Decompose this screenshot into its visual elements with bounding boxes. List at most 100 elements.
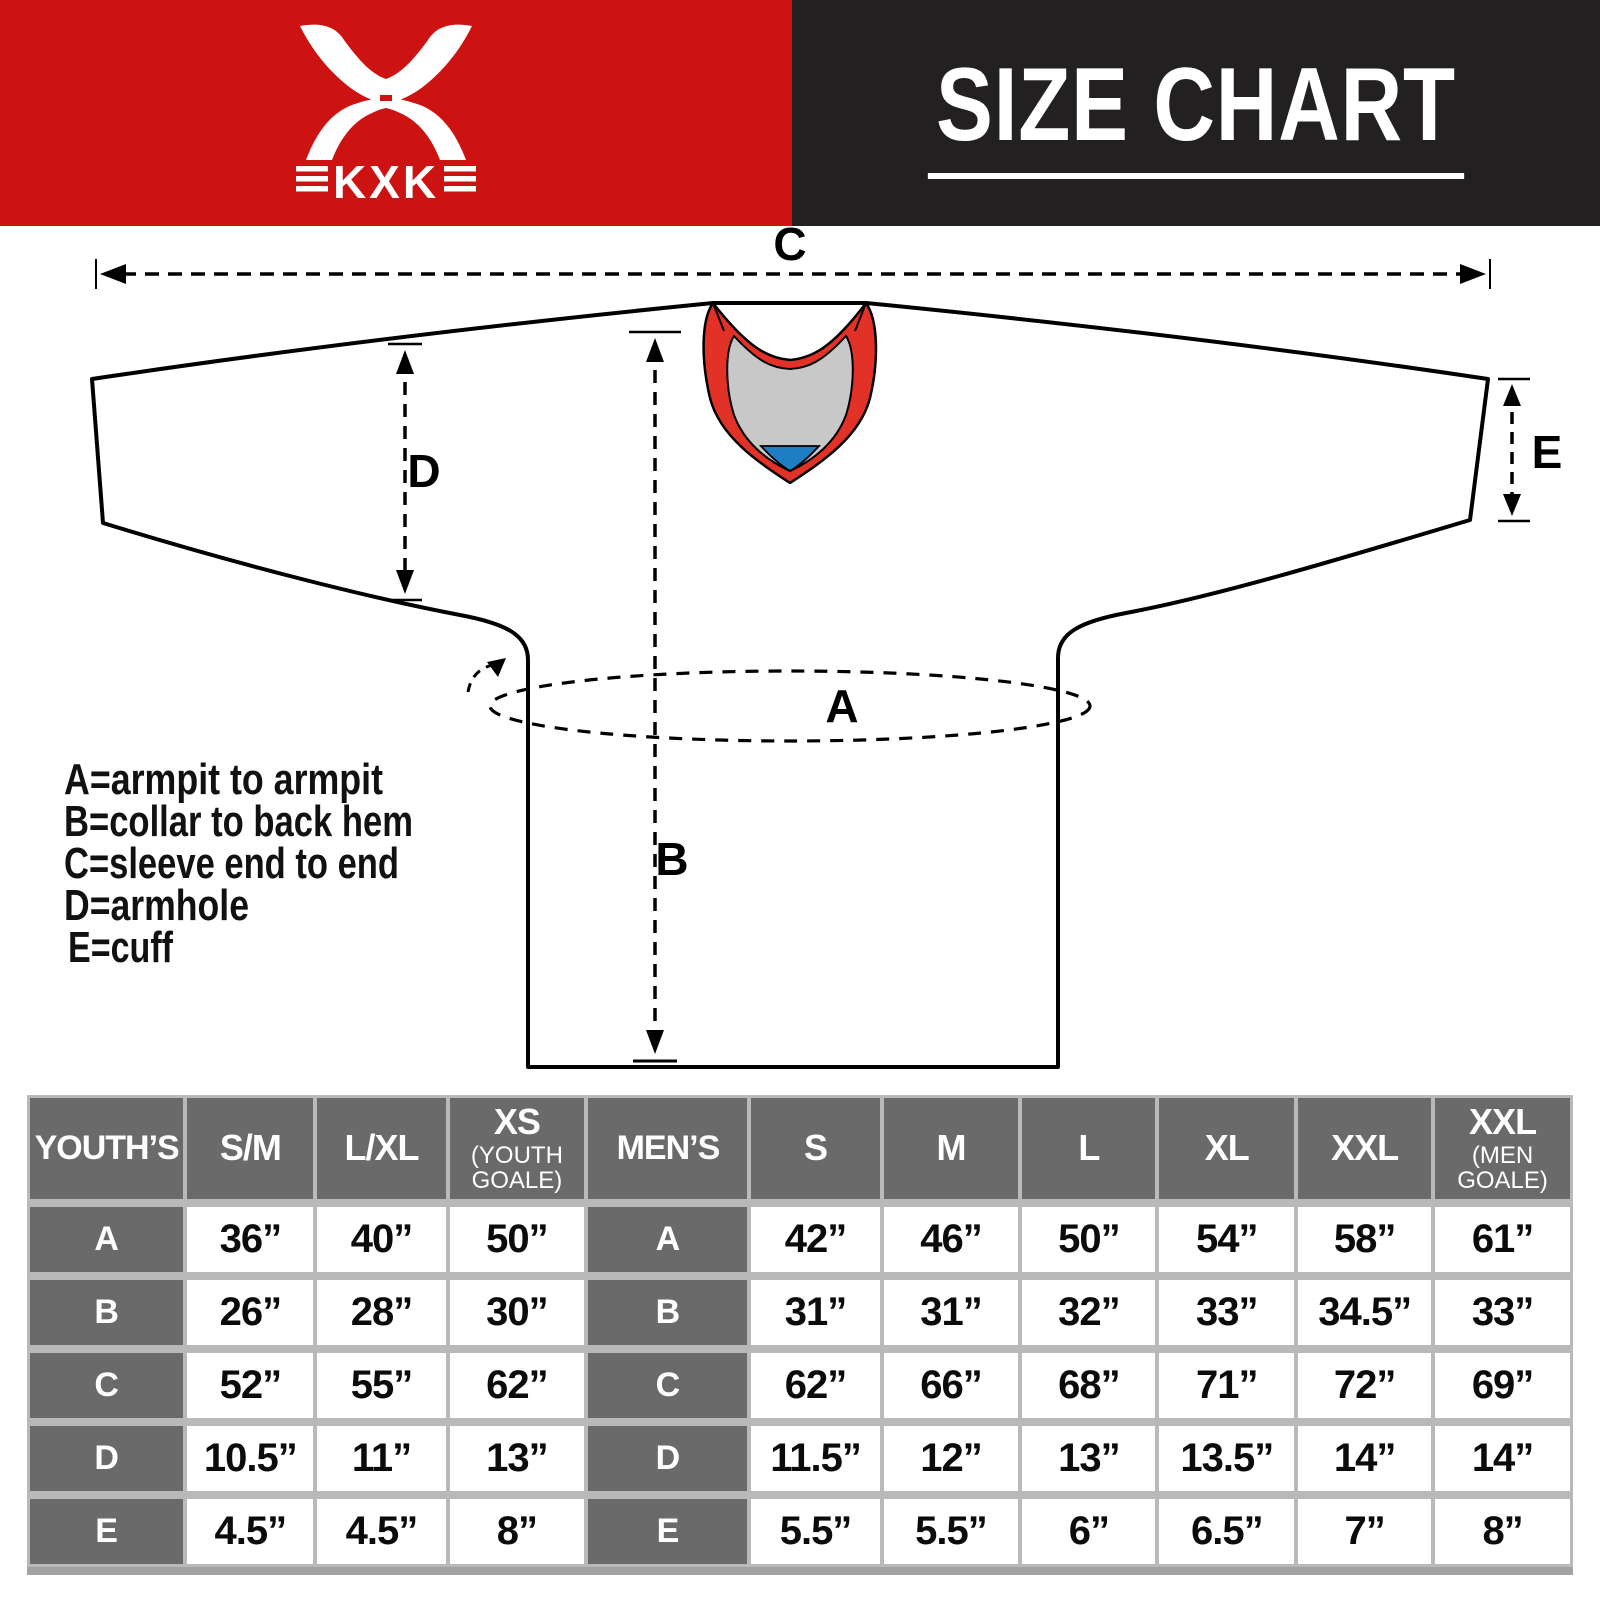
size-value-cell: 58”: [1298, 1207, 1432, 1272]
size-value-cell: 52”: [187, 1353, 314, 1418]
size-value-cell: 31”: [883, 1280, 1019, 1345]
men-col-m: M: [883, 1098, 1019, 1199]
size-value-cell: 34.5”: [1298, 1280, 1432, 1345]
size-value-cell: 31”: [751, 1280, 880, 1345]
size-value-cell: 12”: [883, 1426, 1019, 1491]
jersey-outline: [90, 301, 1490, 1069]
logo-bars-left-icon: [296, 166, 328, 192]
men-group-header: MEN’S: [588, 1098, 748, 1199]
size-value-cell: 11”: [317, 1426, 446, 1491]
size-value-cell: 7”: [1298, 1499, 1432, 1564]
measure-e-label: E: [1532, 426, 1563, 478]
page-title: SIZE CHART: [927, 47, 1465, 179]
youth-row-label: B: [30, 1280, 184, 1345]
size-value-cell: 62”: [449, 1353, 585, 1418]
kxk-logo-icon: KXK: [296, 24, 476, 208]
size-value-cell: 71”: [1159, 1353, 1295, 1418]
size-value-cell: 40”: [317, 1207, 446, 1272]
men-row-label: D: [588, 1426, 748, 1491]
size-value-cell: 6.5”: [1159, 1499, 1295, 1564]
collar-inner-gray: [726, 334, 854, 473]
legend-line-c: C=sleeve end to end: [64, 839, 399, 888]
size-value-cell: 62”: [751, 1353, 880, 1418]
youth-group-header: YOUTH’S: [30, 1098, 184, 1199]
size-value-cell: 30”: [449, 1280, 585, 1345]
men-row-label: E: [588, 1499, 748, 1564]
collar-seam-left: [712, 302, 725, 332]
measure-legend: A=armpit to armpit B=collar to back hem …: [64, 755, 413, 972]
measure-c-label: C: [773, 226, 806, 270]
youth-row-label: E: [30, 1499, 184, 1564]
measure-d-label: D: [407, 445, 440, 497]
size-value-cell: 13”: [1022, 1426, 1156, 1491]
size-value-cell: 66”: [883, 1353, 1019, 1418]
legend-line-b: B=collar to back hem: [64, 797, 413, 846]
measure-e-arrow: [1498, 377, 1530, 523]
size-value-cell: 5.5”: [751, 1499, 880, 1564]
size-value-cell: 32”: [1022, 1280, 1156, 1345]
logo-wordmark: KXK: [333, 156, 439, 208]
size-value-cell: 50”: [449, 1207, 585, 1272]
size-value-cell: 72”: [1298, 1353, 1432, 1418]
logo-x-top: [300, 24, 472, 104]
men-row-label: C: [588, 1353, 748, 1418]
men-col-s: S: [751, 1098, 880, 1199]
size-value-cell: 6”: [1022, 1499, 1156, 1564]
youth-col-xs-goalie: XS (YOUTH GOALE): [449, 1098, 585, 1199]
logo-bars-right-icon: [444, 166, 476, 192]
men-col-xxl: XXL: [1298, 1098, 1432, 1199]
brand-panel: KXK: [0, 0, 792, 226]
men-col-xl: XL: [1159, 1098, 1295, 1199]
youth-row-label: A: [30, 1207, 184, 1272]
legend-line-a: A=armpit to armpit: [64, 755, 383, 804]
size-value-cell: 36”: [187, 1207, 314, 1272]
measure-d-arrow: [388, 342, 422, 602]
banner: KXK SIZE CHART: [0, 0, 1600, 226]
collar-seam-right: [854, 302, 867, 332]
size-value-cell: 46”: [883, 1207, 1019, 1272]
size-value-cell: 28”: [317, 1280, 446, 1345]
size-value-cell: 11.5”: [751, 1426, 880, 1491]
youth-col-sm: S/M: [187, 1098, 314, 1199]
size-value-cell: 4.5”: [317, 1499, 446, 1564]
legend-line-d: D=armhole: [64, 881, 249, 930]
size-value-cell: 61”: [1435, 1207, 1570, 1272]
title-panel: SIZE CHART: [792, 0, 1600, 226]
size-value-cell: 68”: [1022, 1353, 1156, 1418]
men-row-label: B: [588, 1280, 748, 1345]
measure-b-label: B: [655, 833, 688, 885]
size-value-cell: 33”: [1159, 1280, 1295, 1345]
size-value-cell: 69”: [1435, 1353, 1570, 1418]
size-value-cell: 14”: [1298, 1426, 1432, 1491]
collar-insert-blue: [758, 445, 822, 473]
men-col-l: L: [1022, 1098, 1156, 1199]
size-value-cell: 8”: [1435, 1499, 1570, 1564]
measure-b-arrow: [629, 330, 681, 1063]
size-value-cell: 8”: [449, 1499, 585, 1564]
youth-row-label: C: [30, 1353, 184, 1418]
size-value-cell: 26”: [187, 1280, 314, 1345]
measure-a-label: A: [825, 680, 858, 732]
youth-row-label: D: [30, 1426, 184, 1491]
size-value-cell: 14”: [1435, 1426, 1570, 1491]
size-table: YOUTH’S S/M L/XL XS (YOUTH GOALE) MEN’S …: [27, 1095, 1573, 1575]
youth-col-lxl: L/XL: [317, 1098, 446, 1199]
size-value-cell: 54”: [1159, 1207, 1295, 1272]
jersey-measurement-diagram: C D B E: [64, 226, 1563, 1069]
size-value-cell: 5.5”: [883, 1499, 1019, 1564]
legend-line-e: E=cuff: [68, 923, 173, 972]
men-col-xxl-goalie: XXL (MEN GOALE): [1435, 1098, 1570, 1199]
size-value-cell: 33”: [1435, 1280, 1570, 1345]
logo-x-gap: [380, 95, 392, 101]
size-value-cell: 10.5”: [187, 1426, 314, 1491]
measure-a-ellipse: [466, 658, 1092, 743]
logo-x-bottom: [306, 97, 466, 160]
size-value-cell: 13”: [449, 1426, 585, 1491]
men-row-label: A: [588, 1207, 748, 1272]
size-value-cell: 4.5”: [187, 1499, 314, 1564]
size-value-cell: 13.5”: [1159, 1426, 1295, 1491]
size-value-cell: 50”: [1022, 1207, 1156, 1272]
measure-c-arrow: [95, 259, 1491, 289]
size-value-cell: 55”: [317, 1353, 446, 1418]
